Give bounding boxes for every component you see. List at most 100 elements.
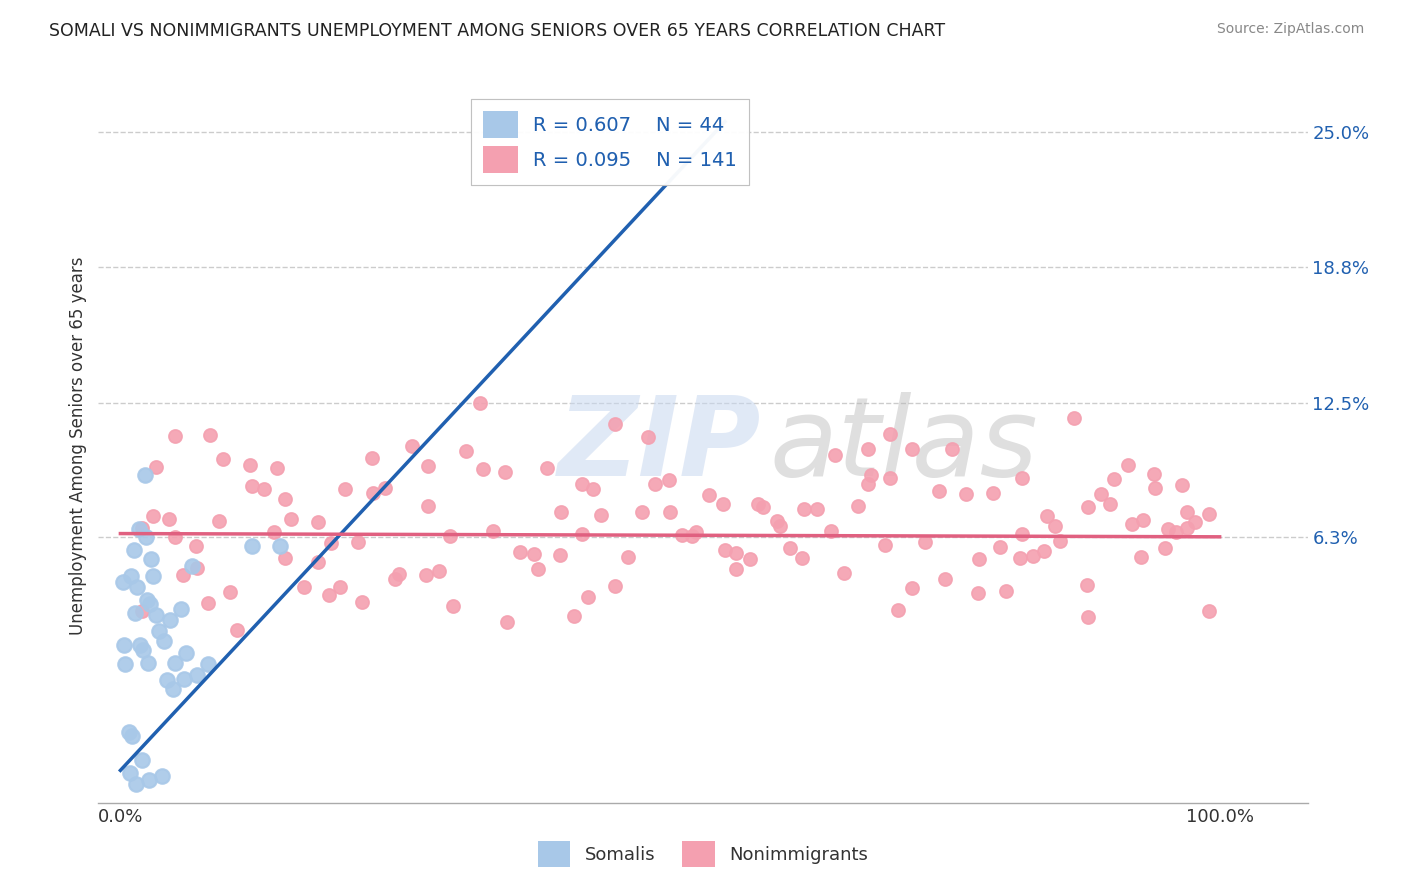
Point [711, 497, 734, 511]
Point [550, 505, 572, 519]
Point [165, 530, 187, 544]
Point [659, 505, 682, 519]
Point [162, 682, 184, 697]
Point [131, 604, 153, 618]
Point [1011, 526, 1033, 541]
Point [112, 638, 135, 652]
Point [263, 524, 285, 539]
Point [1175, 521, 1198, 535]
Point [1022, 549, 1045, 563]
Point [329, 580, 352, 594]
Point [212, 452, 235, 467]
Text: atlas: atlas [769, 392, 1038, 500]
Point [941, 442, 963, 456]
Point [591, 508, 613, 522]
Point [806, 502, 828, 516]
Point [1130, 550, 1153, 565]
Point [121, 729, 143, 743]
Text: SOMALI VS NONIMMIGRANTS UNEMPLOYMENT AMONG SENIORS OVER 65 YEARS CORRELATION CHA: SOMALI VS NONIMMIGRANTS UNEMPLOYMENT AMO… [49, 22, 945, 40]
Point [934, 572, 956, 586]
Point [418, 458, 440, 473]
Point [765, 514, 787, 528]
Point [571, 527, 593, 541]
Point [321, 536, 343, 550]
Point [603, 417, 626, 432]
Point [617, 550, 640, 565]
Point [122, 543, 145, 558]
Point [115, 805, 138, 819]
Point [307, 516, 329, 530]
Point [225, 623, 247, 637]
Y-axis label: Unemployment Among Seniors over 65 years: Unemployment Among Seniors over 65 years [69, 257, 87, 635]
Point [120, 569, 142, 583]
Point [456, 444, 478, 458]
Point [509, 544, 531, 558]
Point [115, 828, 138, 842]
Point [266, 460, 288, 475]
Point [832, 566, 855, 581]
Legend: Somalis, Nonimmigrants: Somalis, Nonimmigrants [530, 834, 876, 874]
Point [724, 546, 747, 560]
Point [135, 530, 157, 544]
Point [685, 524, 707, 539]
Point [135, 593, 157, 607]
Point [173, 672, 195, 686]
Point [441, 599, 464, 614]
Point [427, 564, 450, 578]
Point [1102, 472, 1125, 486]
Point [637, 430, 659, 444]
Point [779, 541, 801, 555]
Point [860, 467, 883, 482]
Point [1098, 497, 1121, 511]
Point [1164, 524, 1187, 539]
Point [1153, 541, 1175, 556]
Point [658, 473, 681, 487]
Point [1143, 481, 1166, 495]
Point [1077, 609, 1099, 624]
Point [127, 837, 149, 851]
Point [697, 488, 720, 502]
Point [967, 552, 990, 566]
Point [671, 528, 693, 542]
Point [274, 492, 297, 507]
Point [117, 835, 139, 849]
Point [738, 552, 761, 566]
Point [630, 505, 652, 519]
Point [347, 535, 370, 549]
Point [582, 482, 605, 496]
Point [820, 524, 842, 538]
Point [129, 638, 152, 652]
Point [955, 487, 977, 501]
Point [361, 486, 384, 500]
Point [846, 499, 869, 513]
Point [153, 634, 176, 648]
Point [966, 585, 988, 599]
Point [439, 529, 461, 543]
Point [157, 512, 180, 526]
Point [155, 673, 177, 688]
Point [468, 396, 491, 410]
Point [1076, 577, 1098, 591]
Point [129, 863, 152, 878]
Point [562, 608, 585, 623]
Point [928, 484, 950, 499]
Point [603, 579, 626, 593]
Point [145, 460, 167, 475]
Point [914, 535, 936, 549]
Point [240, 479, 263, 493]
Point [988, 540, 1011, 554]
Point [165, 429, 187, 443]
Point [571, 476, 593, 491]
Point [747, 497, 769, 511]
Point [418, 499, 440, 513]
Point [1116, 458, 1139, 472]
Point [1143, 467, 1166, 482]
Point [165, 657, 187, 671]
Point [388, 567, 411, 582]
Point [714, 542, 737, 557]
Point [725, 562, 748, 576]
Point [253, 482, 276, 496]
Point [1170, 478, 1192, 492]
Point [681, 529, 703, 543]
Point [523, 547, 546, 561]
